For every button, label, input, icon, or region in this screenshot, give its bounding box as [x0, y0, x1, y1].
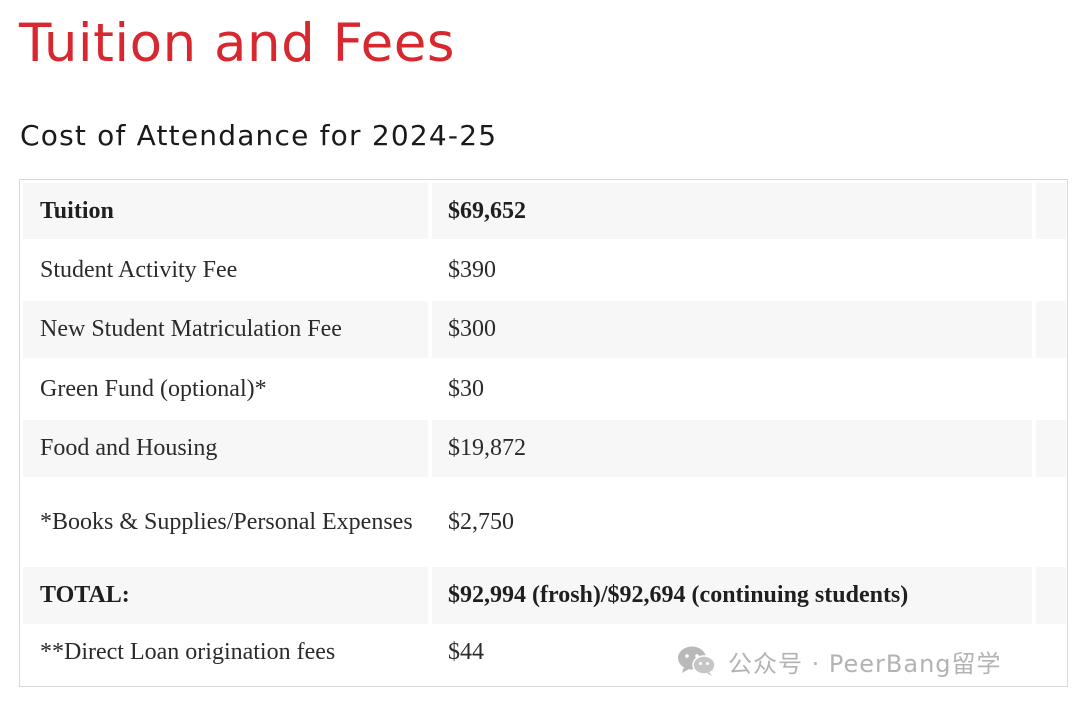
row-value: $19,872 [432, 420, 1032, 477]
row-label: Green Fund (optional)* [40, 375, 267, 402]
row-extra-cell [1036, 301, 1066, 358]
watermark: 公众号 · PeerBang留学 [676, 641, 1002, 681]
row-label: Food and Housing [23, 420, 428, 477]
row-value: $44 [448, 638, 484, 665]
page-title: Tuition and Fees [19, 13, 455, 74]
row-extra-cell [1036, 624, 1066, 680]
row-label: TOTAL: [23, 567, 428, 624]
row-label: New Student Matriculation Fee [23, 301, 428, 358]
row-extra-cell [1036, 358, 1066, 420]
row-extra-cell [1036, 420, 1066, 477]
row-value: $390 [448, 256, 496, 283]
row-value: $92,994 (frosh)/$92,694 (continuing stud… [432, 567, 1032, 624]
row-value: $2,750 [448, 508, 514, 535]
row-label: *Books & Supplies/Personal Expenses [40, 508, 413, 535]
row-label: Tuition [23, 183, 428, 239]
watermark-text: 公众号 · PeerBang留学 [728, 649, 1002, 678]
row-value: $30 [448, 375, 484, 402]
cost-table: Tuition $69,652 Student Activity Fee $39… [19, 179, 1068, 687]
row-extra-cell [1036, 567, 1066, 624]
row-label: **Direct Loan origination fees [40, 638, 336, 665]
row-extra-cell [1036, 239, 1066, 301]
row-extra-cell [1036, 477, 1066, 567]
row-value: $69,652 [432, 183, 1032, 239]
row-label: Student Activity Fee [40, 256, 238, 283]
wechat-icon [678, 646, 716, 676]
section-title: Cost of Attendance for 2024-25 [20, 119, 498, 152]
row-extra-cell [1036, 183, 1066, 239]
row-value: $300 [432, 301, 1032, 358]
